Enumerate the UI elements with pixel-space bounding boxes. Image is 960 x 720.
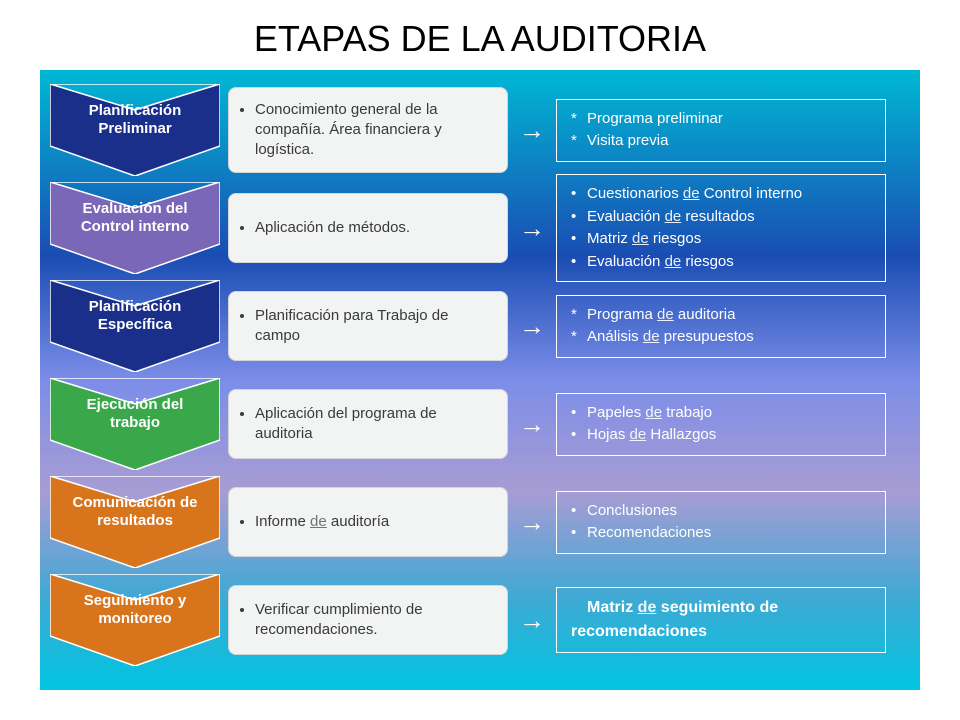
stage-description: Informe de auditoría <box>228 487 508 557</box>
stage-chevron: Planificación Específica <box>50 280 220 372</box>
description-item: Informe de auditoría <box>255 512 389 532</box>
stage-label: Comunicación de resultados <box>50 494 220 530</box>
stage-row: Evaluación del Control interno Aplicación… <box>50 182 910 274</box>
output-item: Papeles de trabajo <box>571 402 871 425</box>
stage-description: Aplicación del programa de auditoria <box>228 389 508 459</box>
de-link: de <box>683 185 700 202</box>
description-item: Verificar cumplimiento de recomendacione… <box>255 600 491 641</box>
output-item: Cuestionarios de Control interno <box>571 183 871 206</box>
stage-row: Ejecución del trabajo Aplicación del prog… <box>50 378 910 470</box>
arrow-icon: → <box>508 507 556 538</box>
output-item: Análisis de presupuestos <box>571 326 871 349</box>
arrow-icon: → <box>508 605 556 636</box>
stage-outputs: Programa de auditoriaAnálisis de presupu… <box>556 295 886 358</box>
description-item: Aplicación de métodos. <box>255 218 410 238</box>
de-link: de <box>665 253 682 270</box>
stage-outputs: Papeles de trabajoHojas de Hallazgos <box>556 393 886 456</box>
description-item: Conocimiento general de la compañía. Áre… <box>255 100 491 161</box>
de-link: de <box>643 328 660 345</box>
description-item: Aplicación del programa de auditoria <box>255 404 491 445</box>
de-link: de <box>638 599 657 616</box>
stage-row: Seguimiento y monitoreo Verificar cumplim… <box>50 574 910 666</box>
stage-label: Planificación Preliminar <box>50 102 220 138</box>
stage-description: Aplicación de métodos. <box>228 193 508 263</box>
page-title: ETAPAS DE LA AUDITORIA <box>0 0 960 70</box>
de-link: de <box>645 404 662 421</box>
output-item: Programa preliminar <box>571 108 871 131</box>
arrow-icon: → <box>508 311 556 342</box>
de-link: de <box>632 230 649 247</box>
stage-chevron: Seguimiento y monitoreo <box>50 574 220 666</box>
diagram-container: Planificación Preliminar Conocimiento gen… <box>40 70 920 690</box>
stage-label: Ejecución del trabajo <box>50 396 220 432</box>
description-item: Planificación para Trabajo de campo <box>255 306 491 347</box>
arrow-icon: → <box>508 115 556 146</box>
de-link: de <box>657 306 674 323</box>
output-item: Hojas de Hallazgos <box>571 424 871 447</box>
stage-description: Verificar cumplimiento de recomendacione… <box>228 585 508 655</box>
de-link: de <box>630 426 647 443</box>
arrow-icon: → <box>508 409 556 440</box>
de-link: de <box>665 208 682 225</box>
stage-outputs: Matriz de seguimiento de recomendaciones <box>556 587 886 653</box>
output-item: Evaluación de resultados <box>571 206 871 229</box>
output-item: Conclusiones <box>571 500 871 523</box>
stage-outputs: Programa preliminarVisita previa <box>556 99 886 162</box>
stage-label: Planificación Específica <box>50 298 220 334</box>
output-item: Matriz de seguimiento de recomendaciones <box>571 596 871 644</box>
stage-row: Comunicación de resultados Informe de aud… <box>50 476 910 568</box>
stage-outputs: ConclusionesRecomendaciones <box>556 491 886 554</box>
stage-chevron: Planificación Preliminar <box>50 84 220 176</box>
stage-label: Seguimiento y monitoreo <box>50 592 220 628</box>
output-item: Recomendaciones <box>571 522 871 545</box>
arrow-icon: → <box>508 213 556 244</box>
output-item: Programa de auditoria <box>571 304 871 327</box>
stage-description: Conocimiento general de la compañía. Áre… <box>228 87 508 174</box>
de-link: de <box>310 513 327 530</box>
stage-chevron: Comunicación de resultados <box>50 476 220 568</box>
stage-outputs: Cuestionarios de Control internoEvaluaci… <box>556 174 886 282</box>
output-item: Visita previa <box>571 130 871 153</box>
stage-chevron: Evaluación del Control interno <box>50 182 220 274</box>
stage-chevron: Ejecución del trabajo <box>50 378 220 470</box>
stage-row: Planificación Preliminar Conocimiento gen… <box>50 84 910 176</box>
output-item: Matriz de riesgos <box>571 228 871 251</box>
stage-label: Evaluación del Control interno <box>50 200 220 236</box>
output-item: Evaluación de riesgos <box>571 251 871 274</box>
stage-description: Planificación para Trabajo de campo <box>228 291 508 361</box>
stage-row: Planificación Específica Planificación pa… <box>50 280 910 372</box>
